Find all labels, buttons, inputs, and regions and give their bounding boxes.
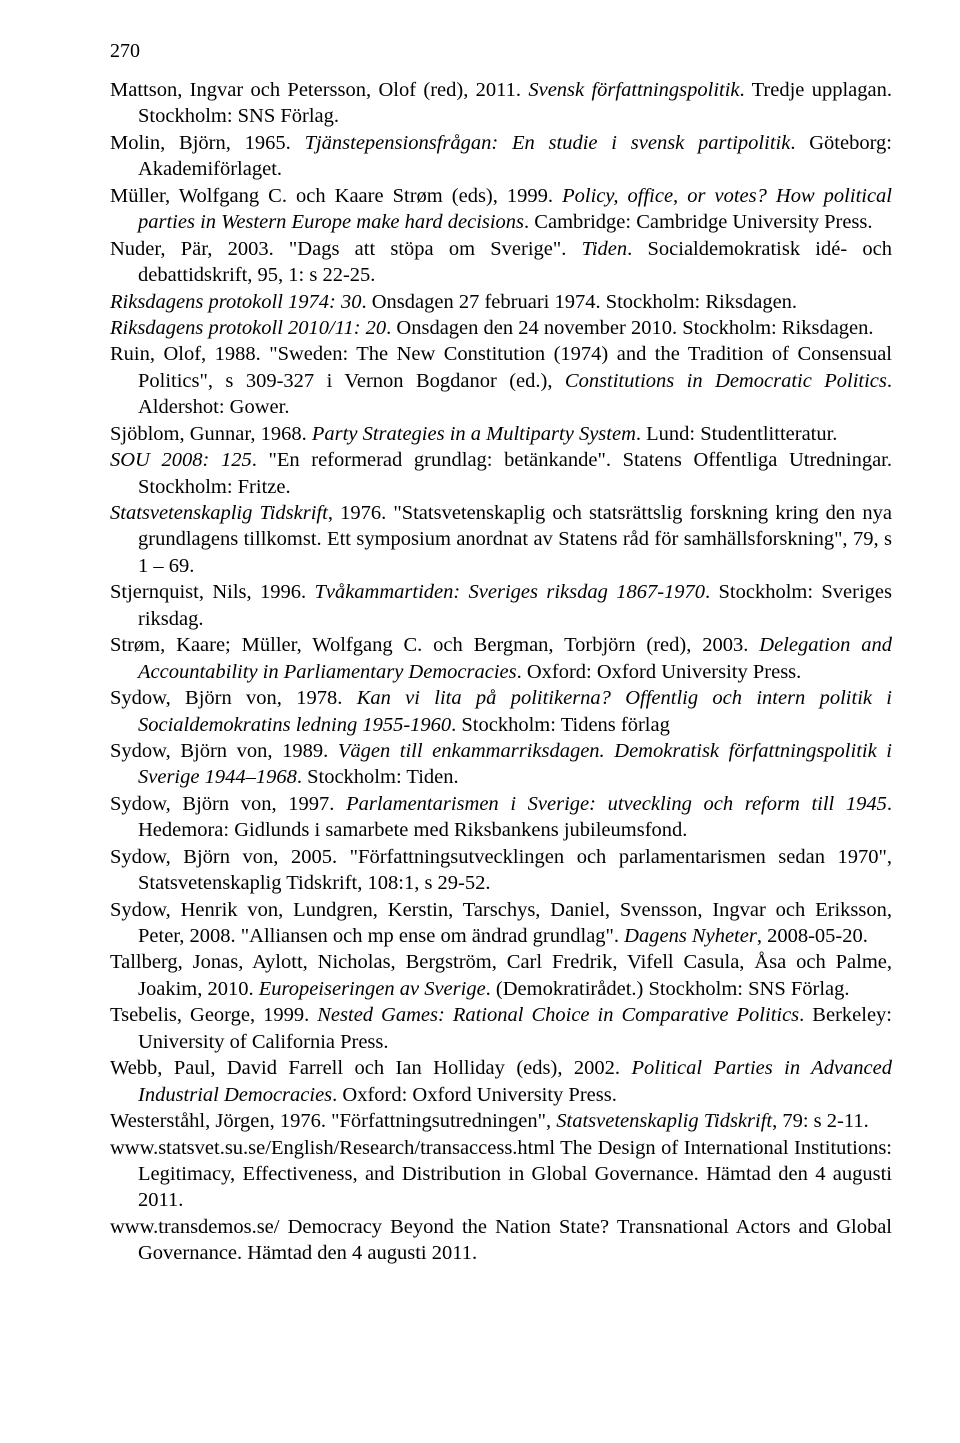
bibliography-entry: Westerståhl, Jörgen, 1976. "Författnings…	[110, 1108, 892, 1134]
bibliography-entry: Riksdagens protokoll 2010/11: 20. Onsdag…	[110, 315, 892, 341]
bibliography-entry: Mattson, Ingvar och Petersson, Olof (red…	[110, 77, 892, 130]
bibliography-entry: Molin, Björn, 1965. Tjänstepensionsfråga…	[110, 130, 892, 183]
bibliography-entry: Sjöblom, Gunnar, 1968. Party Strategies …	[110, 421, 892, 447]
bibliography-entry: Ruin, Olof, 1988. "Sweden: The New Const…	[110, 341, 892, 420]
bibliography-entry: Müller, Wolfgang C. och Kaare Strøm (eds…	[110, 183, 892, 236]
bibliography-entry: SOU 2008: 125. "En reformerad grundlag: …	[110, 447, 892, 500]
bibliography-entry: www.transdemos.se/ Democracy Beyond the …	[110, 1214, 892, 1267]
bibliography-entry: Sydow, Björn von, 1978. Kan vi lita på p…	[110, 685, 892, 738]
bibliography-entry: Tallberg, Jonas, Aylott, Nicholas, Bergs…	[110, 949, 892, 1002]
bibliography-entry: Webb, Paul, David Farrell och Ian Hollid…	[110, 1055, 892, 1108]
bibliography-entry: Riksdagens protokoll 1974: 30. Onsdagen …	[110, 289, 892, 315]
bibliography-entry: Sydow, Henrik von, Lundgren, Kerstin, Ta…	[110, 897, 892, 950]
bibliography-entry: Strøm, Kaare; Müller, Wolfgang C. och Be…	[110, 632, 892, 685]
page-container: 270 Mattson, Ingvar och Petersson, Olof …	[0, 0, 960, 1443]
bibliography-entry: Statsvetenskaplig Tidskrift, 1976. "Stat…	[110, 500, 892, 579]
bibliography-list: Mattson, Ingvar och Petersson, Olof (red…	[110, 77, 892, 1267]
page-number: 270	[110, 40, 892, 63]
bibliography-entry: Sydow, Björn von, 2005. "Författningsutv…	[110, 844, 892, 897]
bibliography-entry: Sydow, Björn von, 1989. Vägen till enkam…	[110, 738, 892, 791]
bibliography-entry: Sydow, Björn von, 1997. Parlamentarismen…	[110, 791, 892, 844]
bibliography-entry: Tsebelis, George, 1999. Nested Games: Ra…	[110, 1002, 892, 1055]
bibliography-entry: Stjernquist, Nils, 1996. Tvåkammartiden:…	[110, 579, 892, 632]
bibliography-entry: www.statsvet.su.se/English/Research/tran…	[110, 1135, 892, 1214]
bibliography-entry: Nuder, Pär, 2003. "Dags att stöpa om Sve…	[110, 236, 892, 289]
